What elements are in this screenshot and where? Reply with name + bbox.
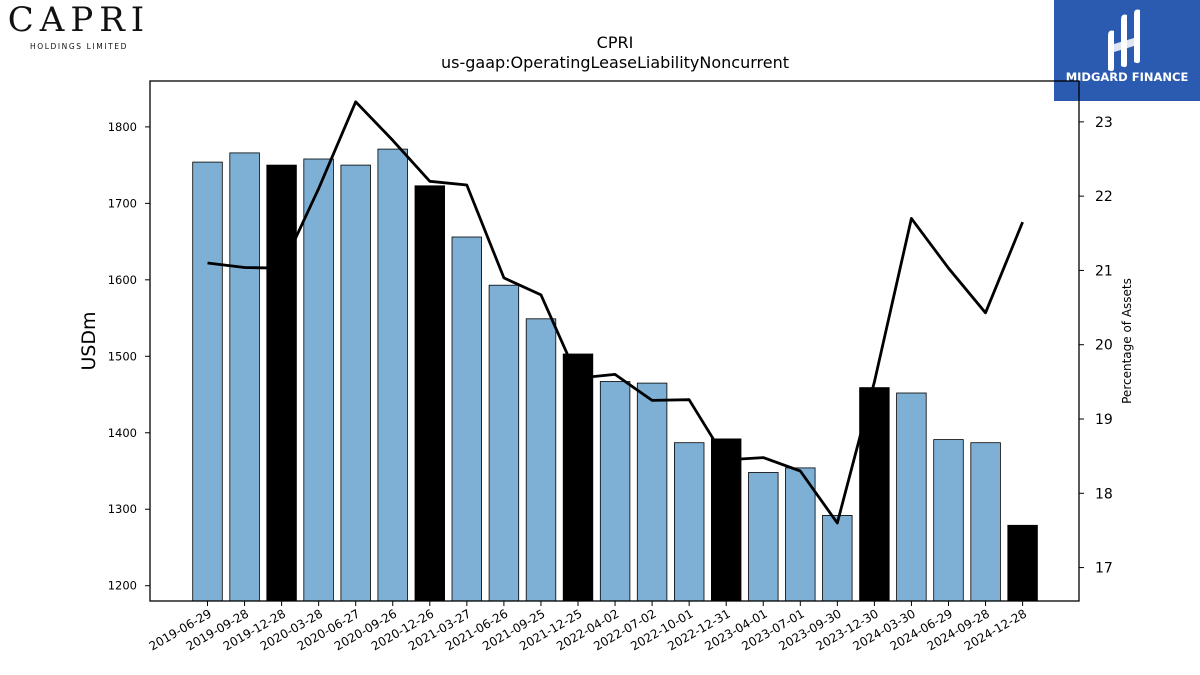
bar: [933, 439, 964, 602]
bar: [229, 152, 260, 602]
chart-subtitle: us-gaap:OperatingLeaseLiabilityNoncurren…: [441, 53, 789, 72]
y2-tick-label: 23: [1095, 115, 1113, 131]
series-line: [207, 100, 1024, 525]
y2-tick-label: 18: [1095, 486, 1113, 502]
svg-text:CAPRI: CAPRI: [8, 0, 150, 40]
bar: [303, 158, 334, 602]
y-tick-label: 1700: [108, 196, 137, 210]
bar: [599, 381, 631, 602]
bar: [488, 284, 520, 602]
bar: [748, 472, 779, 602]
svg-text:MIDGARD FINANCE: MIDGARD FINANCE: [1066, 70, 1189, 84]
bar: [970, 442, 1001, 602]
bar: [414, 185, 446, 602]
y2-tick-label: 21: [1095, 263, 1113, 279]
bar: [674, 442, 705, 602]
bar: [266, 164, 297, 602]
bar: [859, 387, 890, 602]
chart-title: CPRI: [597, 33, 634, 52]
y2-tick-label: 22: [1095, 189, 1113, 205]
bar: [525, 318, 557, 602]
midgard-finance-logo: MIDGARD FINANCE: [1054, 0, 1200, 101]
bar: [785, 467, 816, 602]
bar: [636, 382, 668, 602]
bar: [896, 392, 927, 602]
y-tick-label: 1200: [108, 579, 137, 593]
y-tick-label: 1500: [108, 349, 137, 363]
bar: [562, 353, 594, 602]
y2-axis-label: Percentage of Assets: [1120, 278, 1134, 404]
bar: [340, 164, 371, 602]
capri-logo: CAPRI HOLDINGS LIMITED: [4, 0, 154, 55]
bar: [451, 236, 483, 602]
y2-tick-label: 17: [1095, 561, 1113, 577]
y-tick-label: 1400: [108, 426, 137, 440]
bar: [192, 161, 223, 602]
y2-tick-label: 19: [1095, 412, 1113, 428]
bar: [377, 148, 408, 602]
bar: [711, 438, 742, 602]
plot-frame: [149, 80, 1080, 602]
y-tick-label: 1800: [108, 120, 137, 134]
y-tick-label: 1600: [108, 273, 137, 287]
bar: [822, 515, 853, 602]
y-tick-label: 1300: [108, 502, 137, 516]
bar: [1007, 524, 1038, 602]
y-axis-label: USDm: [78, 311, 100, 370]
y2-tick-label: 20: [1095, 338, 1113, 354]
svg-text:HOLDINGS LIMITED: HOLDINGS LIMITED: [30, 42, 128, 51]
